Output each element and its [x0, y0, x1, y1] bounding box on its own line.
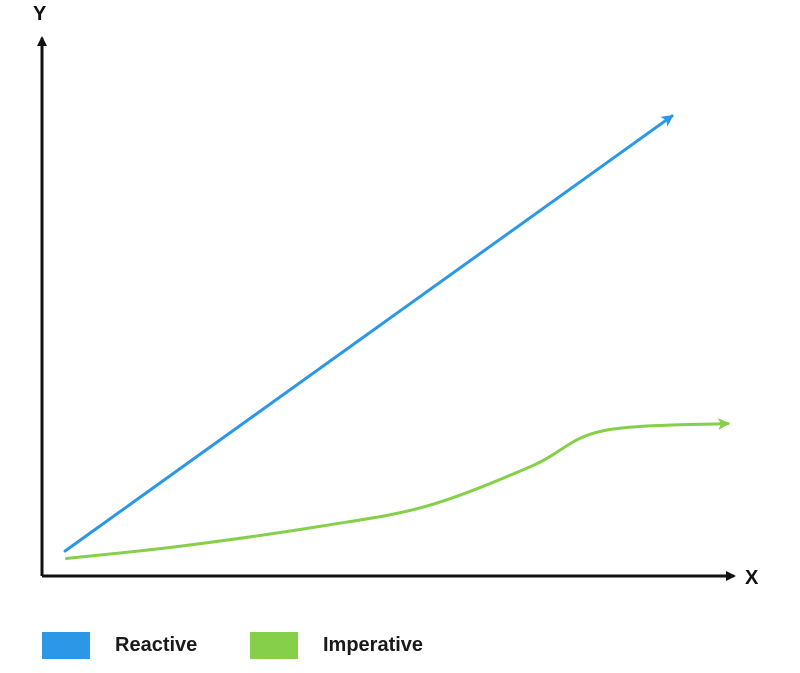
y-axis-label: Y: [33, 3, 47, 25]
series-layer: [63, 114, 730, 560]
legend-item-imperative: Imperative: [250, 632, 423, 659]
series-line-reactive: [63, 114, 674, 553]
legend-swatch-reactive: [42, 632, 90, 659]
series-line-imperative: [65, 418, 730, 560]
legend: Reactive Imperative: [0, 632, 800, 662]
x-axis-label: X: [745, 567, 759, 589]
legend-label-imperative: Imperative: [323, 634, 424, 656]
legend-item-reactive: Reactive: [42, 632, 197, 659]
legend-swatch-imperative: [250, 632, 298, 659]
legend-label-reactive: Reactive: [115, 634, 198, 656]
